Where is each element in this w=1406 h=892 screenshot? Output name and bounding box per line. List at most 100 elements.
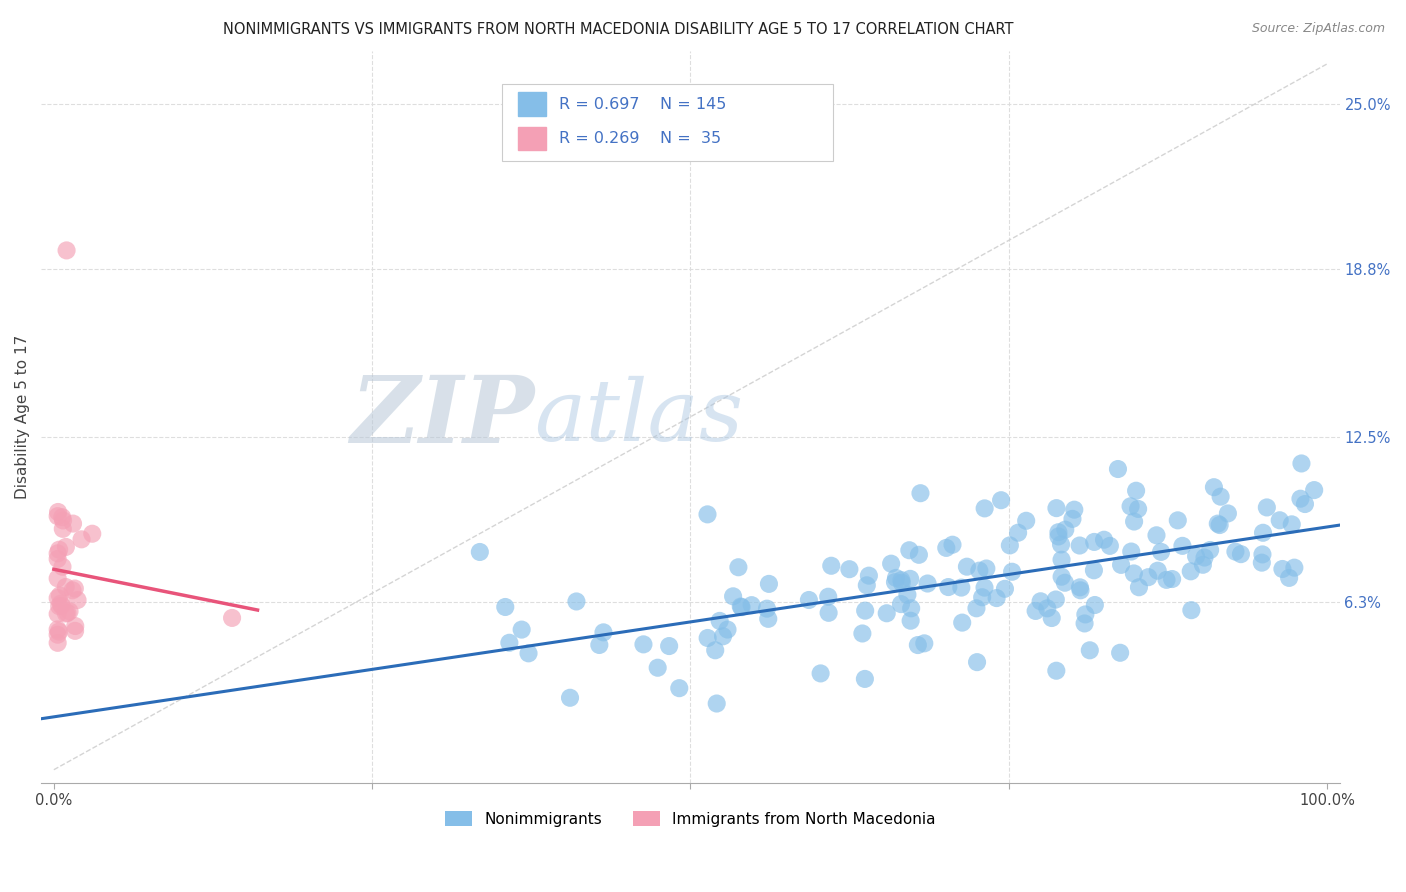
Point xyxy=(517,646,540,660)
Point xyxy=(62,516,84,531)
Point xyxy=(1171,539,1194,553)
Point xyxy=(1167,513,1189,527)
Point xyxy=(1137,570,1160,584)
Point xyxy=(1045,592,1067,607)
Point xyxy=(758,577,780,591)
Point xyxy=(1069,539,1091,553)
Point xyxy=(46,623,69,637)
Point xyxy=(1250,556,1272,570)
Point xyxy=(1045,664,1067,678)
Point xyxy=(1119,500,1142,514)
Point xyxy=(66,593,89,607)
Point xyxy=(1050,552,1073,566)
Point xyxy=(935,541,957,555)
Point xyxy=(1001,565,1024,579)
Point xyxy=(1069,580,1091,594)
Point xyxy=(668,681,690,695)
Point xyxy=(908,548,931,562)
Point xyxy=(709,614,731,628)
Point xyxy=(1128,580,1150,594)
Point xyxy=(70,533,93,547)
Point xyxy=(1209,490,1232,504)
Point xyxy=(1121,544,1143,558)
Point xyxy=(1073,616,1095,631)
Point xyxy=(976,561,998,575)
Point xyxy=(63,624,86,638)
Point xyxy=(1036,601,1059,615)
Point xyxy=(1256,500,1278,515)
Point xyxy=(1092,533,1115,547)
Point xyxy=(716,623,738,637)
Point xyxy=(810,666,832,681)
Point xyxy=(969,564,991,578)
Point xyxy=(817,590,839,604)
Point xyxy=(1083,535,1105,549)
Point xyxy=(1083,563,1105,577)
Text: ZIP: ZIP xyxy=(350,372,534,462)
Point xyxy=(696,508,718,522)
Point xyxy=(56,606,79,620)
Point xyxy=(907,638,929,652)
Point xyxy=(46,607,69,621)
Point xyxy=(1053,575,1076,590)
Point xyxy=(52,513,75,527)
Point xyxy=(1045,501,1067,516)
Text: R = 0.269    N =  35: R = 0.269 N = 35 xyxy=(560,131,721,146)
Point xyxy=(1230,547,1253,561)
Point xyxy=(1125,483,1147,498)
Point xyxy=(721,590,744,604)
Point xyxy=(973,581,995,595)
Point xyxy=(1251,548,1274,562)
Point xyxy=(1098,539,1121,553)
Point xyxy=(1180,603,1202,617)
Point xyxy=(912,636,935,650)
Point xyxy=(1291,457,1313,471)
Point xyxy=(49,597,72,611)
Point xyxy=(898,543,921,558)
Text: Source: ZipAtlas.com: Source: ZipAtlas.com xyxy=(1251,22,1385,36)
Point xyxy=(1289,491,1312,506)
Point xyxy=(1040,611,1063,625)
Point xyxy=(46,628,69,642)
Point xyxy=(884,571,907,585)
Point xyxy=(966,655,988,669)
Point xyxy=(973,501,995,516)
Point xyxy=(46,591,69,605)
Point xyxy=(468,545,491,559)
Point xyxy=(820,558,842,573)
Point xyxy=(52,522,75,536)
Point xyxy=(46,636,69,650)
Point xyxy=(1054,523,1077,537)
Point xyxy=(838,562,860,576)
Bar xyxy=(517,127,547,150)
Point xyxy=(1281,517,1303,532)
Point xyxy=(956,559,979,574)
Point xyxy=(55,244,77,258)
Point xyxy=(1069,583,1091,598)
Point xyxy=(990,493,1012,508)
Point xyxy=(890,597,912,611)
Point xyxy=(1194,550,1216,565)
Point xyxy=(1199,543,1222,558)
Point xyxy=(1078,643,1101,657)
Point xyxy=(1015,514,1038,528)
Point xyxy=(755,601,778,615)
Point xyxy=(51,599,73,613)
Point xyxy=(592,625,614,640)
Point xyxy=(950,581,973,595)
Point xyxy=(1109,558,1132,572)
Point xyxy=(1225,544,1247,558)
Point xyxy=(1284,560,1306,574)
Point xyxy=(46,571,69,585)
Point xyxy=(1206,516,1229,531)
Point xyxy=(884,575,907,590)
Point xyxy=(1271,562,1294,576)
Point xyxy=(1268,513,1291,527)
Point xyxy=(55,540,77,554)
Point xyxy=(880,557,903,571)
Legend: Nonimmigrants, Immigrants from North Macedonia: Nonimmigrants, Immigrants from North Mac… xyxy=(444,811,936,827)
Point xyxy=(910,486,932,500)
Point xyxy=(1294,497,1316,511)
Point xyxy=(896,588,918,602)
Point xyxy=(1122,566,1144,581)
